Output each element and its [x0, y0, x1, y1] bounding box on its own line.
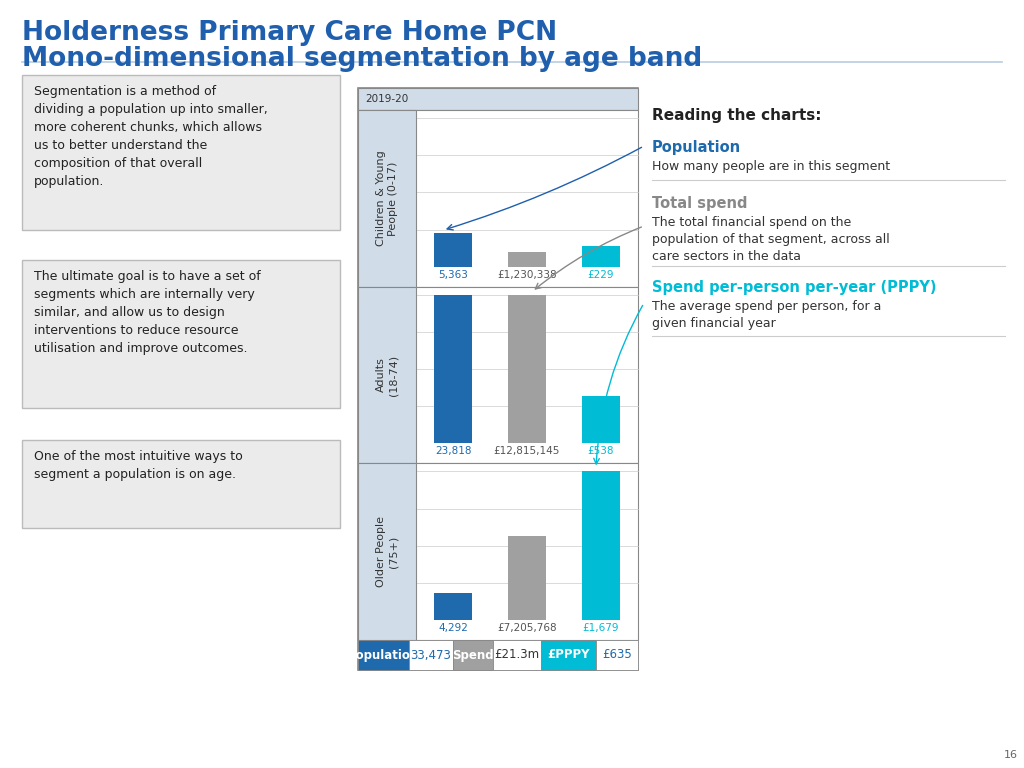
Bar — [508, 536, 546, 620]
Text: Reading the charts:: Reading the charts: — [652, 108, 821, 123]
Text: Population: Population — [652, 140, 741, 155]
Text: 2019-20: 2019-20 — [366, 94, 409, 104]
Text: Spend per-person per-year (PPPY): Spend per-person per-year (PPPY) — [652, 280, 937, 295]
Text: Children & Young
People (0-17): Children & Young People (0-17) — [376, 151, 398, 247]
Bar — [358, 110, 416, 286]
Bar — [434, 233, 472, 266]
Text: £21.3m: £21.3m — [495, 648, 540, 661]
Text: The ultimate goal is to have a set of
segments which are internally very
similar: The ultimate goal is to have a set of se… — [34, 270, 261, 355]
Bar — [508, 253, 546, 266]
Text: One of the most intuitive ways to
segment a population is on age.: One of the most intuitive ways to segmen… — [34, 450, 243, 481]
FancyBboxPatch shape — [22, 440, 340, 528]
Text: The total financial spend on the
population of that segment, across all
care sec: The total financial spend on the populat… — [652, 216, 890, 263]
Text: £229: £229 — [588, 270, 614, 280]
Bar — [582, 472, 621, 620]
Text: Total spend: Total spend — [652, 196, 748, 211]
Text: £635: £635 — [602, 648, 632, 661]
Text: Older People
(75+): Older People (75+) — [376, 516, 398, 588]
Text: Spend: Spend — [453, 648, 495, 661]
Text: 16: 16 — [1004, 750, 1018, 760]
FancyBboxPatch shape — [22, 75, 340, 230]
Bar — [434, 295, 472, 443]
Text: £1,679: £1,679 — [583, 623, 620, 633]
Text: Segmentation is a method of
dividing a population up into smaller,
more coherent: Segmentation is a method of dividing a p… — [34, 85, 267, 188]
Bar — [358, 110, 638, 286]
Bar — [358, 286, 638, 463]
Bar — [454, 640, 494, 670]
Text: The average spend per person, for a
given financial year: The average spend per person, for a give… — [652, 300, 882, 330]
Bar — [596, 640, 638, 670]
Bar — [409, 640, 454, 670]
Bar — [358, 640, 409, 670]
Bar — [582, 396, 621, 443]
Bar — [358, 88, 638, 670]
Text: £PPPY: £PPPY — [548, 648, 590, 661]
Text: Mono-dimensional segmentation by age band: Mono-dimensional segmentation by age ban… — [22, 46, 702, 72]
Text: Adults
(18-74): Adults (18-74) — [376, 355, 398, 396]
Text: How many people are in this segment: How many people are in this segment — [652, 160, 890, 173]
Bar — [358, 286, 416, 463]
FancyBboxPatch shape — [22, 260, 340, 408]
Text: £538: £538 — [588, 446, 614, 456]
Text: 23,818: 23,818 — [435, 446, 471, 456]
Bar — [358, 463, 416, 640]
Bar — [494, 640, 541, 670]
Text: Population: Population — [348, 648, 419, 661]
Text: 33,473: 33,473 — [411, 648, 452, 661]
Text: £7,205,768: £7,205,768 — [498, 623, 557, 633]
Bar — [582, 247, 621, 266]
Bar — [508, 295, 546, 443]
Bar — [358, 88, 638, 110]
Bar — [434, 593, 472, 620]
Bar — [358, 463, 638, 640]
Text: £1,230,338: £1,230,338 — [498, 270, 557, 280]
Text: 5,363: 5,363 — [438, 270, 468, 280]
Text: 4,292: 4,292 — [438, 623, 468, 633]
Bar — [541, 640, 596, 670]
Text: £12,815,145: £12,815,145 — [494, 446, 560, 456]
Text: Holderness Primary Care Home PCN: Holderness Primary Care Home PCN — [22, 20, 557, 46]
